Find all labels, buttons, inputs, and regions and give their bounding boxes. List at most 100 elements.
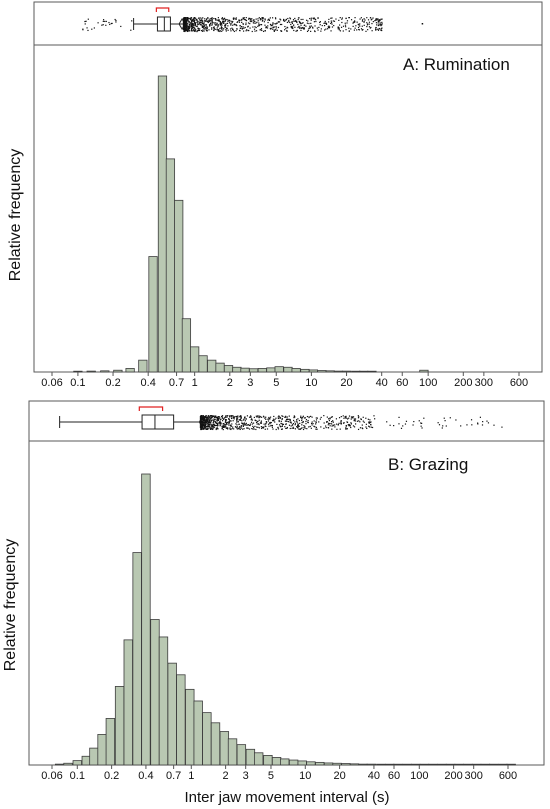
- panel-a-outlier-point: [240, 25, 243, 28]
- panel-a-boxplot: [82, 7, 424, 33]
- panel-a-outlier-point: [368, 21, 371, 23]
- panel-a-outlier-point: [248, 17, 250, 19]
- panel-a-outlier-point: [185, 17, 187, 20]
- panel-b-outlier-point: [398, 416, 400, 418]
- panel-b-outlier-point: [227, 427, 229, 429]
- panel-b-outlier-point: [219, 417, 221, 419]
- panel-b-outlier-point: [370, 426, 372, 428]
- panel-b-outlier-point: [261, 416, 263, 418]
- panel-a-outlier-point: [211, 24, 213, 26]
- panel-a-outlier-point: [352, 25, 354, 28]
- panel-a-outlier-point: [339, 30, 342, 32]
- panel-b-outlier-point: [370, 421, 372, 423]
- panel-b-outlier-point: [225, 419, 228, 421]
- panel-a-outlier-point: [207, 21, 209, 24]
- panel-b-outlier-point: [363, 421, 365, 423]
- panel-b-outlier-point: [325, 425, 327, 427]
- panel-b-x-tick-label: 600: [499, 770, 517, 782]
- panel-a-outlier-point: [187, 25, 189, 27]
- panel-b-outlier-point: [212, 419, 214, 421]
- panel-a-outlier-point: [87, 18, 89, 20]
- panel-a-outlier-point: [292, 27, 294, 30]
- panel-b-outlier-point: [230, 417, 233, 420]
- panel-a-outlier-point: [281, 23, 283, 26]
- panel-b-outlier-point: [207, 422, 209, 424]
- panel-a-outlier-point: [205, 20, 207, 22]
- panel-a-outlier-point: [252, 26, 254, 28]
- panel-b-outlier-point: [356, 420, 359, 422]
- panel-b-outlier-point: [292, 424, 294, 426]
- panel-a-outlier-point: [198, 21, 200, 23]
- panel-b-outlier-point: [323, 415, 325, 417]
- panel-b-outlier-point: [216, 420, 218, 422]
- panel-a-outlier-point: [305, 19, 308, 21]
- panel-a-outlier-point: [217, 29, 220, 32]
- panel-a-outlier-point: [286, 30, 288, 32]
- panel-a-outlier-point: [204, 28, 206, 30]
- panel-a-outlier-point: [213, 22, 215, 24]
- panel-a-outlier-point: [102, 24, 104, 26]
- panel-a-outlier-point: [194, 23, 196, 25]
- panel-b-bar: [341, 763, 351, 766]
- panel-b-outlier-point: [216, 423, 219, 426]
- panel-a-outlier-point: [293, 29, 295, 32]
- panel-a-outlier-point: [109, 23, 111, 26]
- panel-a-outlier-point: [315, 20, 317, 23]
- panel-a-outlier-point: [276, 22, 278, 24]
- panel-b-outlier-point: [218, 416, 220, 418]
- panel-a-outlier-point: [108, 21, 110, 24]
- panel-b-outlier-point: [236, 426, 238, 428]
- panel-b-outlier-point: [278, 424, 281, 426]
- panel-b-outlier-point: [280, 428, 283, 430]
- panel-a-bar: [223, 365, 234, 373]
- panel-a-outlier-point: [375, 18, 377, 20]
- panel-a-outlier-point: [184, 19, 186, 21]
- panel-b-outlier-point: [281, 415, 283, 417]
- panel-b-outlier-point: [286, 420, 288, 422]
- panel-a-outlier-point: [189, 22, 192, 24]
- panel-b-outlier-point: [442, 425, 444, 427]
- panel-a-outlier-point: [284, 29, 286, 31]
- panel-a-outlier-point: [345, 17, 347, 19]
- panel-a-outlier-point: [198, 29, 200, 32]
- panel-b-outlier-point: [296, 419, 298, 421]
- panel-b-x-tick-label: 10: [299, 770, 311, 782]
- panel-a-outlier-point: [197, 22, 199, 24]
- panel-b-outlier-point: [285, 423, 287, 425]
- panel-a-outlier-point: [267, 21, 269, 24]
- panel-a-x-tick-label: 300: [475, 377, 493, 389]
- panel-a-x-tick-label: 0.7: [169, 377, 184, 389]
- panel-b-outlier-point: [213, 419, 215, 422]
- panel-b-outlier-point: [269, 422, 271, 424]
- panel-b-bar: [315, 761, 325, 766]
- panel-a-bar: [215, 362, 225, 373]
- panel-a-outlier-point: [339, 17, 341, 19]
- panel-b-outlier-point: [335, 418, 338, 420]
- panel-b-outlier-point: [305, 420, 307, 423]
- panel-a-outlier-point: [228, 22, 231, 24]
- panel-b-outlier-point: [290, 422, 292, 424]
- panel-b-outlier-point: [228, 421, 230, 423]
- panel-a-outlier-point: [327, 26, 330, 29]
- panel-a-outlier-point: [190, 19, 193, 21]
- panel-b-outlier-point: [290, 425, 292, 427]
- panel-b-x-tick-label: 0.4: [138, 770, 153, 782]
- panel-a-outlier-point: [223, 22, 225, 24]
- panel-b-outlier-point: [210, 417, 212, 419]
- panel-a-outlier-point: [82, 29, 84, 31]
- panel-b-outlier-point: [301, 419, 303, 422]
- panel-a-outlier-point: [309, 26, 311, 28]
- panel-a-outlier-point: [185, 22, 187, 24]
- panel-a-outlier-point: [211, 17, 213, 19]
- panel-a-outlier-point: [197, 24, 199, 26]
- panel-a-bar: [86, 370, 96, 373]
- panel-b-outlier-point: [368, 426, 371, 428]
- panel-a-outlier-point: [276, 29, 278, 31]
- panel-a-outlier-point: [220, 26, 223, 28]
- panel-b-outlier-point: [348, 425, 350, 427]
- panel-a-outlier-point: [242, 23, 244, 25]
- panel-a-outlier-point: [209, 20, 211, 22]
- panel-b-outlier-point: [306, 415, 308, 418]
- panel-b-outlier-point: [201, 428, 203, 430]
- panel-b-bar: [263, 755, 273, 766]
